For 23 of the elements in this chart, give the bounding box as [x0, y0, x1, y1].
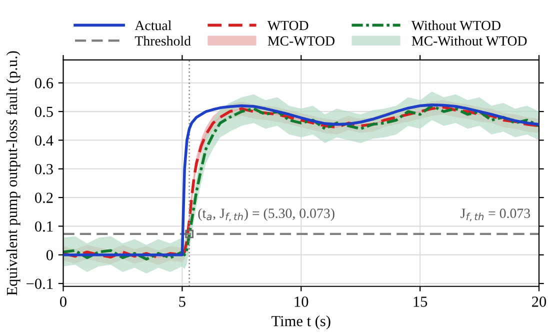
- y-tick-label: −0.1: [26, 278, 53, 290]
- legend-label: WTOD: [267, 20, 308, 30]
- annotation: J$_{f,th}$ = 0.073: [460, 208, 530, 222]
- legend-label: Without WTOD: [411, 20, 500, 30]
- y-tick-label: 0.6: [35, 78, 54, 88]
- y-tick-label: 0.2: [35, 192, 53, 204]
- y-tick-label: 0.5: [35, 106, 53, 118]
- x-axis-title: Time t (s): [272, 316, 330, 330]
- y-tick-label: 0.4: [35, 135, 54, 146]
- legend-label: Actual: [134, 20, 172, 30]
- x-tick-label: 10: [294, 296, 308, 307]
- y-tick-label: 0.1: [35, 221, 53, 232]
- legend-label: MC-Without WTOD: [412, 36, 527, 46]
- x-tick-label: 5: [179, 296, 186, 307]
- annotation: (t$_{a}$, J$_{f,th}$) = (5.30, 0.073): [198, 208, 334, 222]
- y-tick-label: 0.3: [35, 164, 53, 174]
- legend-label: MC-WTOD: [268, 36, 334, 46]
- y-axis-title: Equivalent pump output-loss fault (p.u.): [6, 51, 20, 296]
- y-tick-label: 0: [46, 250, 53, 260]
- x-tick-label: 15: [414, 296, 428, 307]
- x-tick-label: 20: [532, 296, 546, 307]
- legend-label: Threshold: [134, 36, 191, 46]
- x-tick-label: 0: [60, 296, 66, 307]
